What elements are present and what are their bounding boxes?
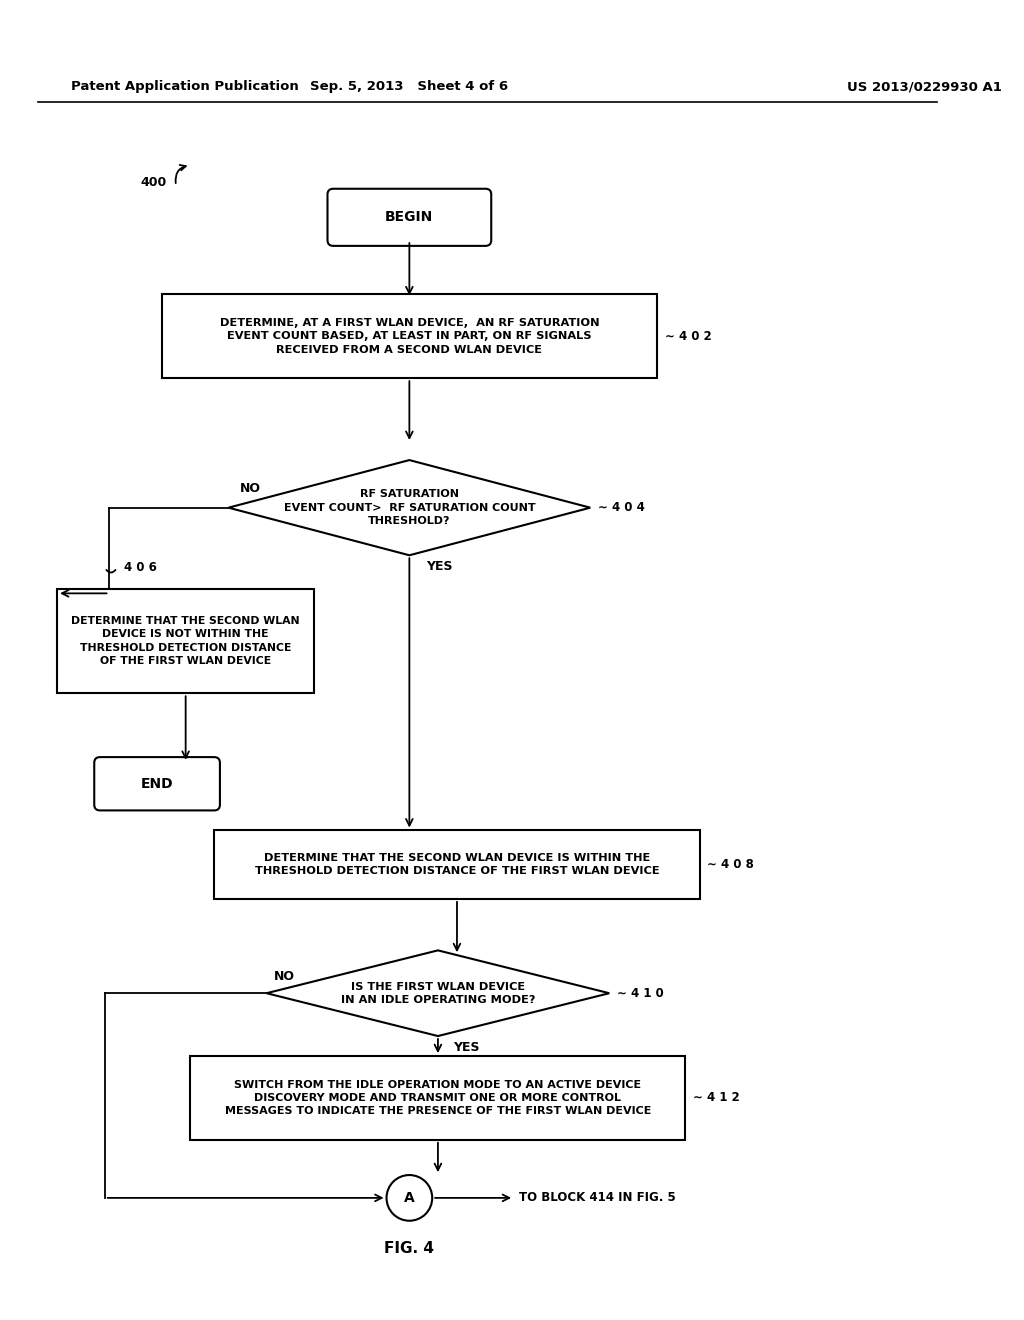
Bar (190, 1056, 685, 1139)
Text: RF SATURATION
EVENT COUNT>  RF SATURATION COUNT
THRESHOLD?: RF SATURATION EVENT COUNT> RF SATURATION… (284, 490, 536, 525)
Text: 4 0 6: 4 0 6 (124, 561, 157, 574)
Circle shape (386, 1175, 432, 1221)
Bar (162, 294, 656, 379)
Text: A: A (404, 1191, 415, 1205)
Bar (214, 830, 699, 899)
Text: NO: NO (274, 970, 295, 982)
FancyBboxPatch shape (94, 758, 220, 810)
Text: NO: NO (240, 482, 261, 495)
Text: Patent Application Publication: Patent Application Publication (72, 81, 299, 94)
Text: ∼ 4 0 8: ∼ 4 0 8 (708, 858, 755, 871)
Text: DETERMINE, AT A FIRST WLAN DEVICE,  AN RF SATURATION
EVENT COUNT BASED, AT LEAST: DETERMINE, AT A FIRST WLAN DEVICE, AN RF… (219, 318, 599, 355)
Text: ∼ 4 0 4: ∼ 4 0 4 (598, 502, 645, 515)
Text: ∼ 4 0 2: ∼ 4 0 2 (665, 330, 712, 343)
FancyBboxPatch shape (328, 189, 492, 246)
Text: ∼ 4 1 2: ∼ 4 1 2 (693, 1092, 739, 1105)
Text: US 2013/0229930 A1: US 2013/0229930 A1 (847, 81, 1002, 94)
Text: BEGIN: BEGIN (385, 210, 433, 224)
Polygon shape (266, 950, 609, 1036)
Text: YES: YES (427, 560, 453, 573)
Text: END: END (140, 776, 173, 791)
Text: ∼ 4 1 0: ∼ 4 1 0 (616, 987, 664, 999)
Text: SWITCH FROM THE IDLE OPERATION MODE TO AN ACTIVE DEVICE
DISCOVERY MODE AND TRANS: SWITCH FROM THE IDLE OPERATION MODE TO A… (224, 1080, 651, 1117)
Bar (57, 589, 314, 693)
Text: Sep. 5, 2013   Sheet 4 of 6: Sep. 5, 2013 Sheet 4 of 6 (310, 81, 509, 94)
Text: TO BLOCK 414 IN FIG. 5: TO BLOCK 414 IN FIG. 5 (519, 1192, 676, 1204)
Text: DETERMINE THAT THE SECOND WLAN DEVICE IS WITHIN THE
THRESHOLD DETECTION DISTANCE: DETERMINE THAT THE SECOND WLAN DEVICE IS… (255, 853, 659, 876)
Text: YES: YES (454, 1041, 479, 1053)
Text: FIG. 4: FIG. 4 (384, 1241, 434, 1255)
Text: 400: 400 (141, 176, 167, 189)
Polygon shape (228, 461, 590, 556)
Text: IS THE FIRST WLAN DEVICE
IN AN IDLE OPERATING MODE?: IS THE FIRST WLAN DEVICE IN AN IDLE OPER… (341, 982, 536, 1005)
Text: DETERMINE THAT THE SECOND WLAN
DEVICE IS NOT WITHIN THE
THRESHOLD DETECTION DIST: DETERMINE THAT THE SECOND WLAN DEVICE IS… (72, 616, 300, 665)
